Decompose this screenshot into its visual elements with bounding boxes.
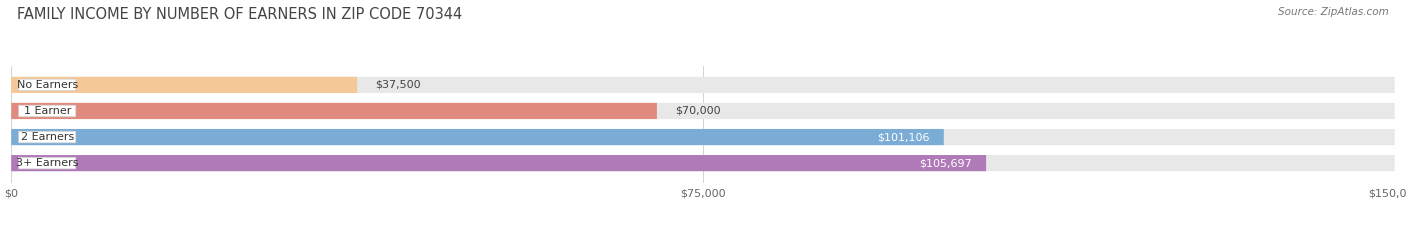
FancyBboxPatch shape — [11, 103, 1395, 119]
Text: No Earners: No Earners — [17, 80, 77, 90]
Text: $105,697: $105,697 — [920, 158, 973, 168]
FancyBboxPatch shape — [18, 157, 76, 169]
Text: 3+ Earners: 3+ Earners — [15, 158, 79, 168]
Text: Source: ZipAtlas.com: Source: ZipAtlas.com — [1278, 7, 1389, 17]
Text: $37,500: $37,500 — [375, 80, 422, 90]
FancyBboxPatch shape — [11, 155, 1395, 171]
FancyBboxPatch shape — [11, 129, 1395, 145]
Text: FAMILY INCOME BY NUMBER OF EARNERS IN ZIP CODE 70344: FAMILY INCOME BY NUMBER OF EARNERS IN ZI… — [17, 7, 463, 22]
FancyBboxPatch shape — [11, 103, 657, 119]
Text: $70,000: $70,000 — [675, 106, 721, 116]
FancyBboxPatch shape — [18, 131, 76, 143]
FancyBboxPatch shape — [11, 77, 357, 93]
FancyBboxPatch shape — [18, 105, 76, 117]
FancyBboxPatch shape — [11, 77, 1395, 93]
FancyBboxPatch shape — [18, 79, 76, 91]
FancyBboxPatch shape — [11, 129, 943, 145]
Text: 2 Earners: 2 Earners — [21, 132, 75, 142]
FancyBboxPatch shape — [11, 155, 986, 171]
Text: 1 Earner: 1 Earner — [24, 106, 70, 116]
Text: $101,106: $101,106 — [877, 132, 929, 142]
